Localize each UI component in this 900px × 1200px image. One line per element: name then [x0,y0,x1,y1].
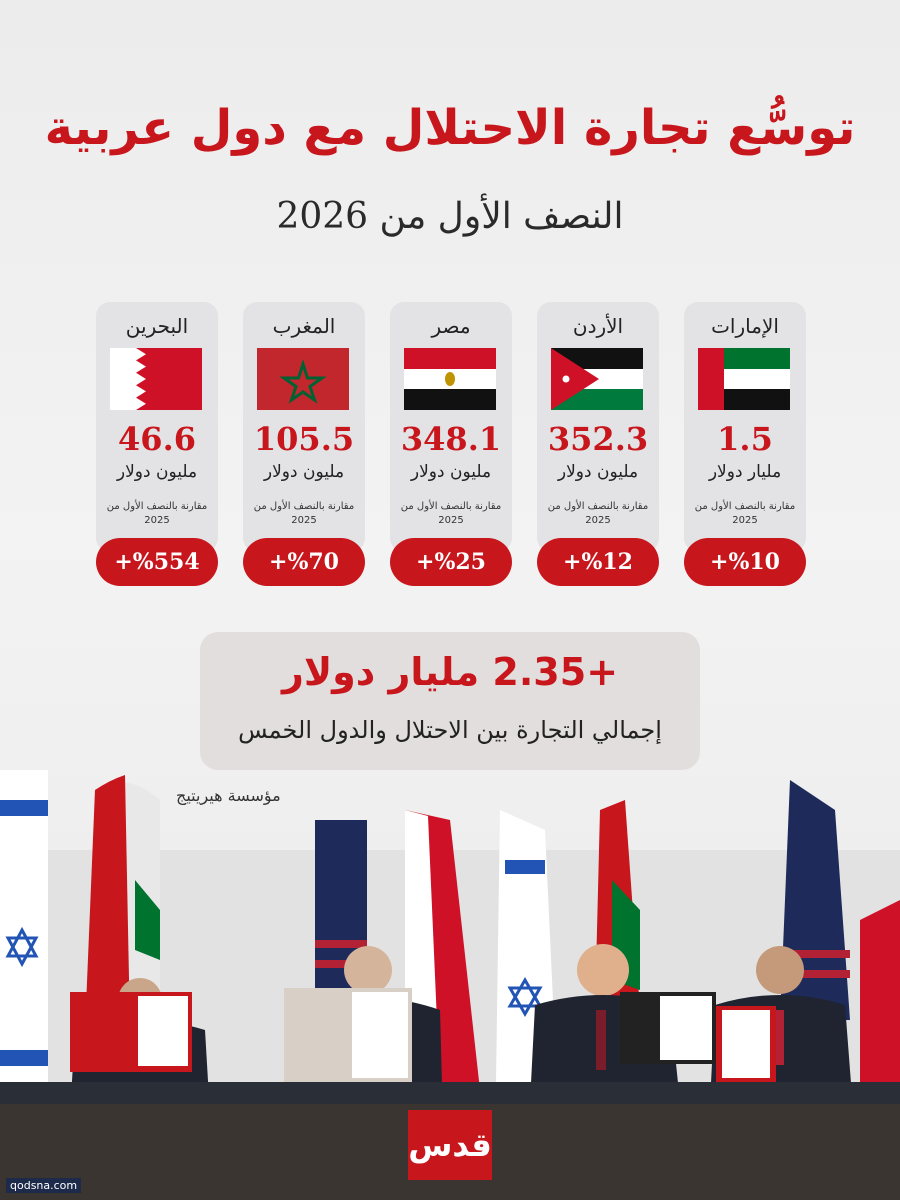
total-value: +2.35 مليار دولار [281,650,619,694]
change-badge-jordan: %12+ [537,538,659,586]
page-subtitle: النصف الأول من 2026 [276,196,624,237]
card-jordan: الأردن 352.3 مليون دولار مقارنة بالنصف ا… [537,302,659,552]
jordan-flag-icon [551,348,643,410]
change-badge-bahrain: %554+ [96,538,218,586]
trade-unit: مليون دولار [263,462,345,482]
trade-unit: مليون دولار [410,462,492,482]
uae-flag-icon [698,348,790,410]
trade-unit: مليون دولار [116,462,198,482]
source-label: مؤسسة هيريتيج [176,786,281,805]
trade-unit: مليار دولار [708,462,782,482]
country-name: البحرين [125,314,189,338]
comparison-note: مقارنة بالنصف الأول من 2025 [253,501,355,526]
card-bahrain: البحرين 46.6 مليون دولار مقارنة بالنصف ا… [96,302,218,552]
country-name: الإمارات [711,314,779,338]
site-watermark: qodsna.com [6,1178,82,1193]
country-name: مصر [431,314,471,338]
morocco-flag-icon [257,348,349,410]
card-morocco: المغرب 105.5 مليون دولار مقارنة بالنصف ا… [243,302,365,552]
trade-value: 348.1 [400,420,502,458]
egypt-flag-icon [404,348,496,410]
signing-ceremony-photo [0,770,900,1200]
trade-value: 46.6 [118,420,196,458]
total-box [200,632,700,770]
signing-table [0,1082,900,1104]
country-name: المغرب [272,314,336,338]
comparison-note: مقارنة بالنصف الأول من 2025 [694,501,796,526]
trade-value: 1.5 [717,420,773,458]
change-badge-egypt: %25+ [390,538,512,586]
flag-uae-left [85,775,160,1030]
comparison-note: مقارنة بالنصف الأول من 2025 [106,501,208,526]
card-egypt: مصر 348.1 مليون دولار مقارنة بالنصف الأو… [390,302,512,552]
country-name: الأردن [572,314,624,338]
trade-value: 352.3 [547,420,649,458]
bahrain-flag-icon [110,348,202,410]
change-badge-uae: %10+ [684,538,806,586]
trade-unit: مليون دولار [557,462,639,482]
comparison-note: مقارنة بالنصف الأول من 2025 [400,501,502,526]
trade-value: 105.5 [253,420,355,458]
comparison-note: مقارنة بالنصف الأول من 2025 [547,501,649,526]
card-uae: الإمارات 1.5 مليار دولار مقارنة بالنصف ا… [684,302,806,552]
change-badge-morocco: %70+ [243,538,365,586]
flag-israel-left [0,770,48,1100]
page-title: توسُّع تجارة الاحتلال مع دول عربية [44,100,856,156]
country-cards: البحرين 46.6 مليون دولار مقارنة بالنصف ا… [96,302,806,592]
total-caption: إجمالي التجارة بين الاحتلال والدول الخمس [238,716,662,744]
qods-logo: قدس [408,1110,492,1180]
